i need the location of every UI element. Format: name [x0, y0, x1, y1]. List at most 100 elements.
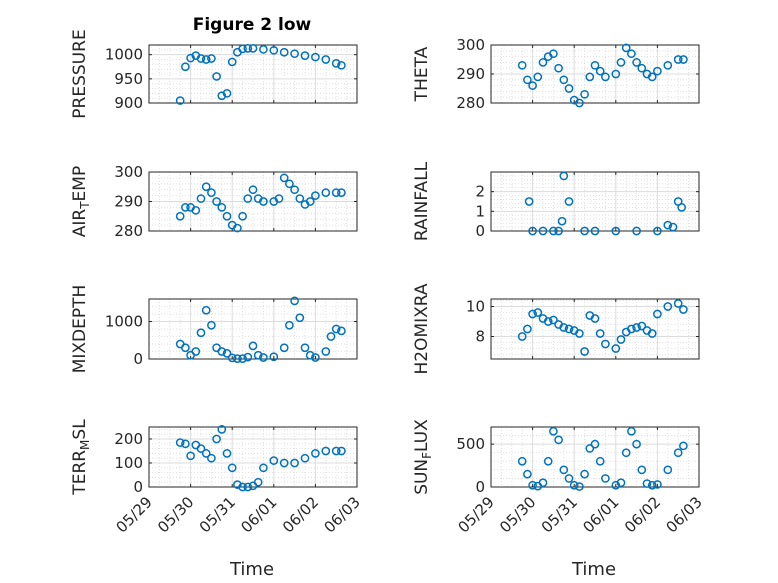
- data-point: [611, 226, 621, 236]
- y-tick-label: 280: [456, 94, 485, 112]
- y-tick-label: 500: [456, 435, 485, 453]
- data-point: [243, 194, 253, 203]
- data-point: [673, 448, 683, 458]
- data-point: [663, 465, 673, 475]
- data-point: [207, 188, 216, 197]
- data-point: [175, 438, 185, 447]
- data-point: [295, 313, 305, 323]
- data-point: [311, 191, 320, 200]
- data-point: [679, 305, 688, 314]
- data-point: [227, 463, 237, 473]
- data-point: [337, 188, 346, 197]
- data-point: [595, 66, 605, 76]
- data-point: [238, 354, 247, 363]
- data-point: [601, 339, 610, 349]
- data-point: [647, 480, 657, 490]
- data-point: [528, 226, 537, 236]
- data-point: [207, 320, 216, 330]
- data-point: [248, 185, 258, 195]
- data-point: [243, 44, 253, 53]
- data-point: [543, 317, 553, 326]
- data-point: [595, 456, 605, 466]
- data-point: [243, 482, 253, 492]
- data-point: [290, 49, 299, 59]
- data-point: [523, 75, 532, 85]
- data-point: [295, 194, 305, 203]
- y-tick-label: 900: [114, 94, 143, 112]
- data-point: [653, 66, 662, 76]
- data-point: [517, 332, 527, 341]
- y-tick-label: 290: [456, 65, 485, 83]
- data-point: [311, 449, 320, 458]
- data-point: [196, 54, 206, 63]
- data-point: [212, 72, 221, 81]
- data-point: [186, 451, 195, 461]
- data-point: [528, 81, 537, 90]
- data-point: [653, 226, 662, 236]
- y-tick-label: 1: [475, 202, 485, 220]
- data-point: [217, 425, 227, 434]
- data-point: [569, 480, 579, 490]
- data-point: [663, 60, 673, 70]
- data-point: [279, 343, 289, 353]
- data-point: [181, 62, 190, 72]
- data-point: [533, 72, 543, 82]
- series-markers: [517, 299, 688, 356]
- y-tick-label: 280: [114, 222, 143, 240]
- data-point: [533, 308, 543, 317]
- plot-area: [149, 45, 357, 103]
- data-point: [621, 43, 631, 53]
- data-point: [653, 309, 662, 319]
- data-point: [517, 456, 527, 466]
- data-point: [259, 45, 268, 54]
- data-point: [595, 329, 605, 338]
- data-point: [575, 482, 584, 491]
- data-point: [196, 328, 206, 338]
- data-point: [259, 463, 268, 473]
- subplot-mixdepth: 0 1000 MIXDEPTH: [70, 285, 358, 373]
- data-point: [201, 449, 211, 458]
- data-point: [181, 343, 190, 353]
- data-point: [585, 72, 595, 82]
- axes-box: [490, 171, 700, 232]
- data-point: [248, 341, 258, 351]
- data-point: [611, 344, 621, 353]
- y-tick-label: 1000: [105, 46, 143, 64]
- data-point: [222, 211, 232, 221]
- data-point: [590, 439, 600, 449]
- data-point: [616, 335, 626, 344]
- data-point: [238, 44, 247, 54]
- data-point: [554, 63, 563, 73]
- data-point: [227, 353, 237, 363]
- data-point: [326, 332, 336, 341]
- data-point: [212, 434, 221, 444]
- data-point: [632, 58, 641, 67]
- y-axis-label: H2OMIXRA: [412, 283, 432, 374]
- data-point: [217, 91, 227, 101]
- data-point: [201, 182, 211, 192]
- data-point: [549, 49, 558, 59]
- data-point: [549, 426, 558, 436]
- data-point: [627, 324, 636, 334]
- series-markers: [175, 296, 346, 363]
- series-markers: [517, 43, 688, 108]
- data-point: [300, 453, 310, 463]
- data-point: [575, 98, 584, 108]
- data-point: [580, 469, 589, 479]
- data-point: [233, 223, 242, 233]
- series-markers: [517, 426, 688, 491]
- data-point: [337, 60, 346, 70]
- series-markers: [175, 173, 346, 233]
- data-point: [580, 89, 589, 99]
- data-point: [300, 343, 310, 353]
- data-point: [621, 448, 631, 458]
- data-point: [305, 197, 315, 206]
- data-point: [321, 347, 331, 356]
- data-point: [181, 203, 190, 212]
- data-point: [321, 188, 331, 197]
- data-point: [673, 299, 683, 308]
- data-point: [243, 352, 253, 362]
- data-point: [559, 171, 569, 181]
- data-point: [538, 58, 548, 67]
